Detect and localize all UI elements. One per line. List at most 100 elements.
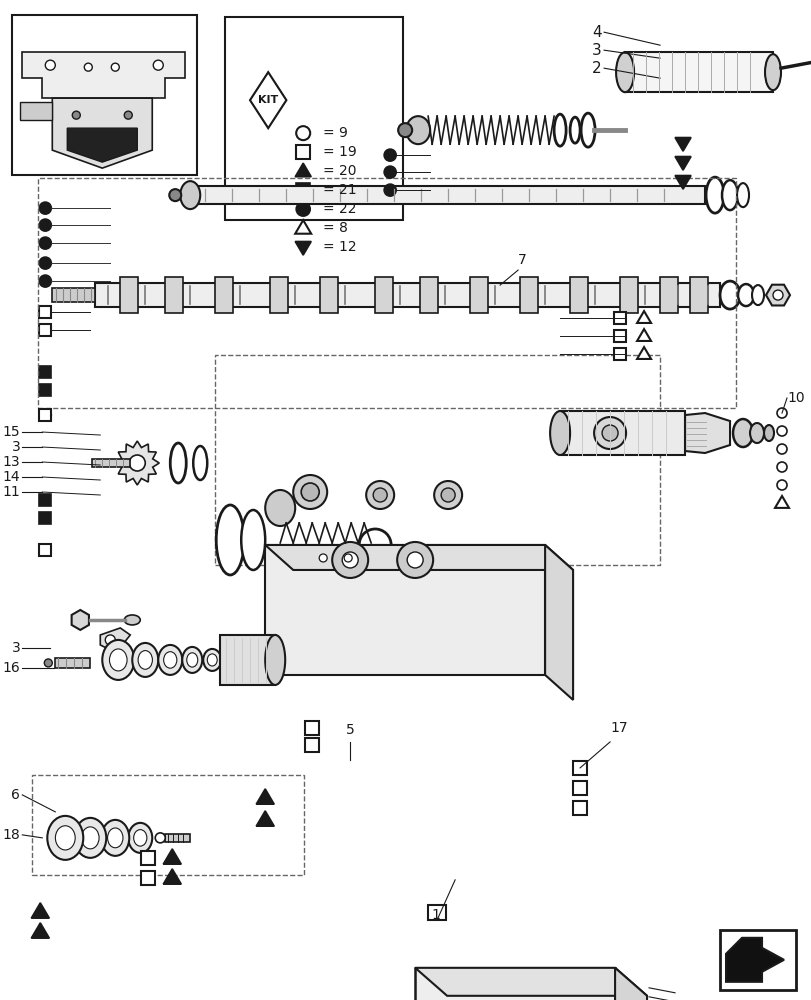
Polygon shape [32,923,49,938]
Text: 3: 3 [11,440,20,454]
Ellipse shape [406,552,423,568]
Bar [165,277,183,313]
Bar [613,330,625,342]
Bar [215,355,659,565]
Ellipse shape [397,542,432,578]
Polygon shape [295,163,311,177]
Bar [52,288,95,302]
Polygon shape [295,242,311,255]
Polygon shape [52,98,152,168]
Text: = 19: = 19 [323,145,357,159]
Bar [573,781,586,795]
Ellipse shape [358,529,391,561]
Polygon shape [256,789,274,804]
Ellipse shape [406,116,430,144]
Bar [296,145,310,159]
Polygon shape [637,347,650,359]
Circle shape [111,63,119,71]
Polygon shape [295,220,311,234]
Circle shape [72,111,80,119]
Ellipse shape [616,52,633,92]
Ellipse shape [732,419,752,447]
Bar [427,905,445,920]
Polygon shape [71,610,89,630]
Ellipse shape [737,284,753,306]
Ellipse shape [124,615,140,625]
Bar [165,834,190,842]
Circle shape [39,275,51,287]
Ellipse shape [193,446,207,480]
Polygon shape [684,413,729,453]
Bar [569,277,587,313]
Text: 3: 3 [591,43,601,58]
Bar [39,544,51,556]
Circle shape [39,219,51,231]
Bar [95,283,719,307]
Text: 10: 10 [786,391,804,405]
Bar [620,277,637,313]
Ellipse shape [751,285,763,305]
Polygon shape [256,811,274,826]
Polygon shape [674,176,690,189]
Bar [375,277,393,313]
Polygon shape [774,496,788,508]
Bar [12,15,197,175]
Polygon shape [674,138,690,151]
Ellipse shape [569,117,579,143]
Ellipse shape [164,652,177,668]
Ellipse shape [719,281,739,309]
Bar [39,512,51,524]
Bar [55,658,90,668]
Circle shape [776,426,786,436]
Circle shape [366,481,393,509]
Ellipse shape [158,645,182,675]
Text: 17: 17 [609,721,627,735]
Polygon shape [67,128,137,162]
Text: = 9: = 9 [323,126,348,140]
Polygon shape [637,329,650,341]
Bar [296,183,310,197]
Circle shape [45,659,52,667]
Bar [195,186,704,204]
Bar [305,721,319,735]
Polygon shape [250,72,286,128]
Bar [92,459,130,467]
Circle shape [39,237,51,249]
Bar [470,277,487,313]
Bar [689,277,707,313]
Circle shape [301,483,319,501]
Polygon shape [725,938,783,982]
Bar [573,761,586,775]
Text: 16: 16 [2,661,20,675]
Circle shape [105,635,115,645]
Ellipse shape [47,816,84,860]
Polygon shape [765,285,789,305]
Circle shape [344,554,352,562]
Circle shape [296,126,310,140]
Circle shape [155,833,165,843]
Ellipse shape [138,651,152,669]
Bar [520,277,538,313]
Circle shape [39,202,51,214]
Circle shape [319,554,327,562]
Ellipse shape [764,54,780,90]
Bar [39,306,51,318]
Ellipse shape [265,635,285,685]
Circle shape [293,475,327,509]
Ellipse shape [706,177,723,213]
Polygon shape [32,903,49,918]
Polygon shape [637,311,650,323]
Ellipse shape [128,823,152,853]
Bar [141,851,155,865]
Bar [215,277,233,313]
Text: 14: 14 [2,470,20,484]
Text: = 21: = 21 [323,183,356,197]
Text: = 22: = 22 [323,202,356,216]
Ellipse shape [553,114,565,146]
Bar [220,635,275,685]
Polygon shape [674,157,690,170]
Bar [32,775,304,875]
Ellipse shape [341,552,358,568]
Bar [120,277,138,313]
Ellipse shape [132,643,158,677]
